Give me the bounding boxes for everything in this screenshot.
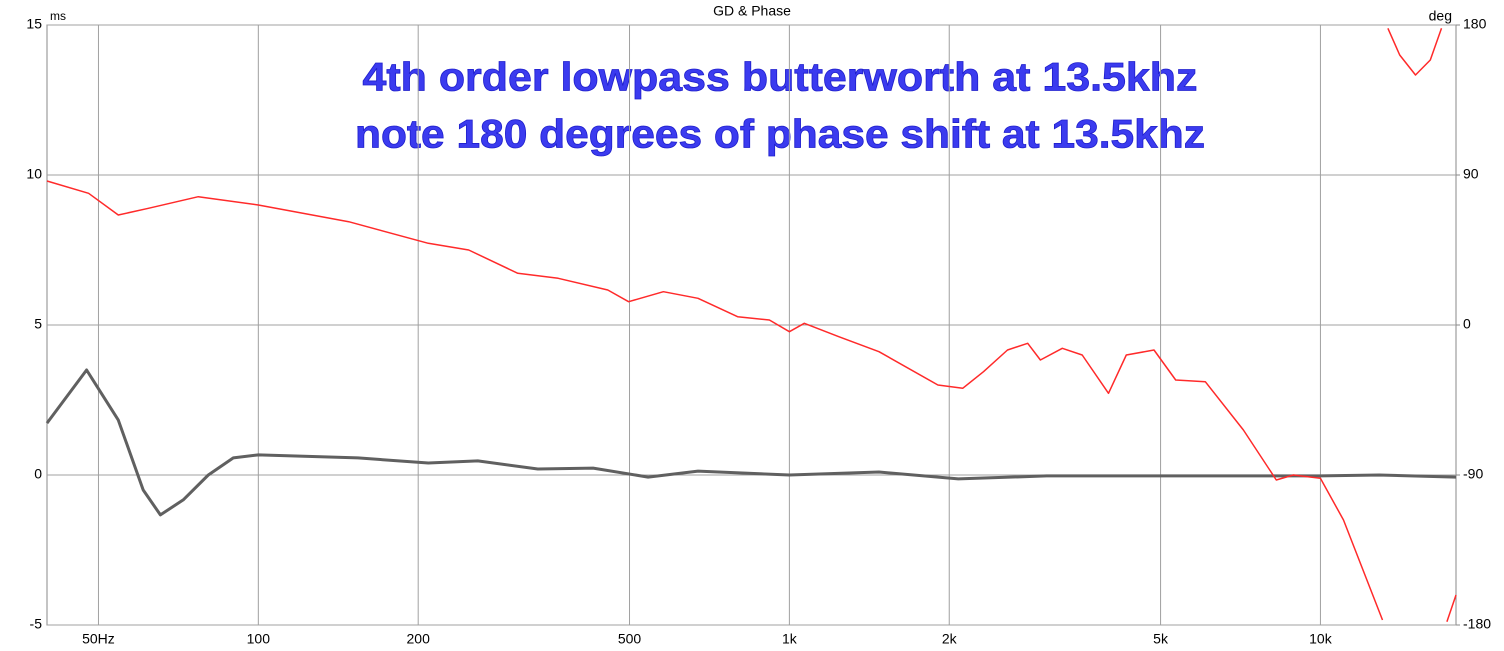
- y2-tick-label: 180: [1463, 16, 1487, 32]
- x-tick-label: 2k: [942, 631, 958, 647]
- y-tick-label: 10: [26, 166, 42, 182]
- x-tick-label: 200: [407, 631, 431, 647]
- x-tick-label: 5k: [1153, 631, 1169, 647]
- chart-title: GD & Phase: [713, 3, 791, 19]
- x-tick-label: 500: [618, 631, 642, 647]
- y2-tick-label: 0: [1463, 316, 1471, 332]
- y-tick-label: -5: [30, 616, 43, 632]
- y2-tick-label: 90: [1463, 166, 1479, 182]
- y-tick-label: 15: [26, 16, 42, 32]
- y2-tick-label: -90: [1463, 466, 1483, 482]
- x-tick-label: 10k: [1309, 631, 1333, 647]
- annotation: note 180 degrees of phase shift at 13.5k…: [355, 113, 1205, 157]
- y2-tick-label: -180: [1463, 616, 1491, 632]
- x-tick-label: 1k: [782, 631, 798, 647]
- y-axis-unit: ms: [50, 9, 66, 23]
- y-tick-label: 0: [34, 466, 42, 482]
- annotation: 4th order lowpass butterworth at 13.5khz: [363, 56, 1198, 100]
- series-line: [45, 368, 1457, 517]
- x-tick-label: 100: [247, 631, 271, 647]
- x-tick-label: 50Hz: [82, 631, 115, 647]
- series-line: [46, 27, 1457, 622]
- y-tick-label: 5: [34, 316, 42, 332]
- y2-axis-unit: deg: [1429, 8, 1452, 24]
